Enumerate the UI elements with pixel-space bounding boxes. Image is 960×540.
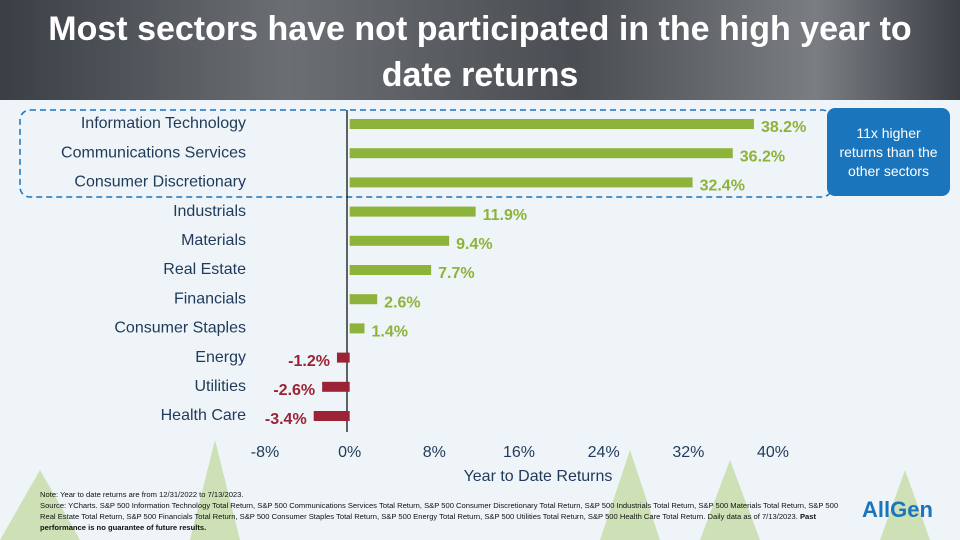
bar: [349, 235, 450, 246]
value-label: 7.7%: [438, 265, 474, 282]
x-tick-label: 24%: [588, 444, 620, 461]
value-label: 1.4%: [371, 324, 407, 341]
y-tick-label: Financials: [174, 290, 246, 307]
value-label: -2.6%: [273, 382, 315, 399]
y-tick-label: Real Estate: [163, 261, 246, 278]
y-tick-label: Consumer Staples: [114, 320, 246, 337]
value-label: 32.4%: [700, 178, 745, 195]
value-label: 11.9%: [483, 207, 527, 224]
y-tick-label: Materials: [181, 232, 246, 249]
disclaimer: Past performance is no guarantee of futu…: [40, 512, 817, 532]
x-tick-label: 16%: [503, 444, 535, 461]
header-image: [0, 0, 960, 100]
y-tick-label: Health Care: [161, 407, 246, 424]
x-tick-label: -8%: [251, 444, 279, 461]
bar: [322, 381, 350, 392]
y-tick-label: Energy: [195, 349, 246, 366]
bar: [349, 119, 754, 129]
chart-title: Most sectors have not participated in th…: [48, 10, 912, 94]
note: Note: Year to date returns are from 12/3…: [40, 490, 244, 499]
value-label: 36.2%: [740, 148, 785, 165]
value-label: 38.2%: [761, 119, 806, 136]
source: Source: YCharts. S&P 500 Information Tec…: [40, 501, 839, 521]
value-label: 2.6%: [384, 294, 420, 311]
bar: [336, 352, 350, 363]
x-tick-label: 40%: [757, 444, 789, 461]
bar: [349, 177, 693, 188]
x-tick-label: 0%: [338, 444, 361, 461]
bar: [349, 148, 733, 159]
value-label: -1.2%: [288, 353, 330, 370]
x-tick-label: 32%: [672, 444, 704, 461]
bar: [349, 323, 365, 334]
x-axis-title: Year to Date Returns: [464, 468, 613, 485]
y-tick-label: Communications Services: [61, 144, 246, 161]
bar: [349, 265, 432, 275]
y-tick-label: Utilities: [194, 378, 246, 395]
logo: AllGen: [862, 497, 933, 522]
bar: [313, 411, 350, 421]
value-label: 9.4%: [456, 236, 492, 253]
footnote: Note: Year to date returns are from 12/3…: [40, 489, 840, 533]
x-tick-label: 8%: [423, 444, 446, 461]
callout: 11x higher returns than the other sector…: [827, 108, 950, 196]
value-label: -3.4%: [265, 411, 307, 428]
bar: [349, 206, 476, 217]
decor-trees: [0, 440, 930, 540]
bar: [349, 294, 378, 305]
y-tick-label: Information Technology: [81, 115, 246, 132]
y-tick-label: Consumer Discretionary: [74, 174, 246, 191]
y-tick-label: Industrials: [173, 203, 246, 220]
